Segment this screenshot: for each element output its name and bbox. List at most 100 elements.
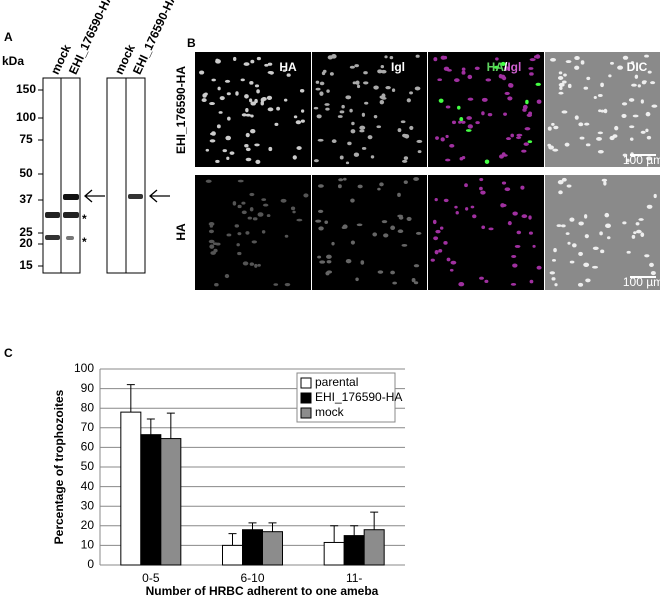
cell (631, 234, 636, 239)
scale-label: 100 µm (623, 153, 663, 167)
cell (227, 116, 231, 121)
cell (481, 97, 488, 102)
cell (645, 128, 649, 133)
cell (300, 109, 305, 113)
cell (316, 114, 322, 119)
cell (329, 72, 334, 76)
cell (467, 97, 474, 101)
cell (552, 148, 559, 152)
cell (439, 226, 444, 230)
cell (500, 61, 506, 67)
cell (326, 89, 330, 93)
cell (533, 55, 539, 59)
cell (454, 78, 460, 83)
cell (363, 81, 369, 85)
cell (459, 116, 464, 122)
marker-label: 15 (19, 258, 33, 272)
cell (342, 224, 348, 229)
cell (584, 214, 588, 219)
error-bar (370, 511, 379, 530)
cell (244, 143, 249, 148)
cell (445, 105, 451, 109)
marker-label: 37 (19, 192, 33, 206)
cell (465, 129, 472, 132)
cell (449, 144, 455, 148)
cell (606, 236, 611, 240)
cell (413, 177, 419, 181)
cell (504, 66, 509, 71)
cell (592, 246, 599, 250)
cell (440, 137, 445, 142)
cell (622, 153, 628, 157)
panel-label: B (187, 36, 196, 50)
cell (529, 58, 536, 62)
merge-label: HA/Igl (487, 60, 522, 74)
cell (499, 154, 504, 159)
band (45, 212, 60, 218)
asterisk: * (82, 212, 87, 226)
cell (511, 254, 517, 258)
cell (284, 234, 289, 238)
cell (261, 230, 266, 234)
cell (331, 241, 335, 246)
cell (296, 218, 303, 222)
cell (372, 232, 378, 237)
cell (236, 243, 240, 247)
cell (261, 198, 267, 202)
cell (276, 106, 281, 111)
cell (461, 120, 466, 124)
cell (215, 242, 221, 246)
legend-swatch (300, 407, 312, 419)
cell (331, 139, 337, 144)
cell (644, 54, 649, 58)
cell (567, 241, 571, 245)
cell (528, 215, 532, 220)
cell (252, 217, 258, 221)
bar (363, 529, 385, 566)
cell (315, 219, 322, 223)
cell (443, 198, 449, 203)
cell (295, 120, 302, 125)
cell (326, 254, 332, 259)
cell (415, 231, 422, 235)
cell (445, 134, 449, 138)
cell (324, 103, 330, 106)
cell (470, 205, 475, 209)
cell (461, 70, 466, 75)
cell (389, 55, 394, 60)
cell (256, 89, 260, 94)
cell (242, 261, 249, 266)
arrows (84, 189, 170, 203)
merge-part: Igl (507, 60, 521, 74)
cell (390, 270, 395, 275)
cell (501, 181, 507, 185)
cell (211, 131, 216, 136)
cell (551, 122, 555, 126)
cell (553, 248, 557, 253)
cell (266, 95, 273, 100)
bar (262, 531, 283, 566)
cell (255, 159, 261, 165)
cell (317, 184, 324, 188)
cell (251, 240, 257, 244)
cell (360, 260, 365, 265)
cell (290, 206, 296, 211)
band (63, 212, 79, 218)
cell (349, 65, 355, 69)
cell (361, 112, 366, 117)
legend-swatch (300, 392, 312, 404)
cell (503, 112, 507, 116)
cell (229, 151, 235, 155)
cell (457, 105, 461, 110)
row-label: EHI_176590-HA (174, 66, 188, 154)
cell (493, 65, 500, 69)
error-bar (166, 412, 175, 439)
cell (466, 116, 472, 120)
cell (524, 127, 531, 131)
cell (244, 94, 249, 99)
cell (572, 243, 577, 248)
cell (610, 61, 614, 65)
error-bar (248, 522, 257, 530)
legend-label: parental (315, 375, 358, 389)
cell (225, 135, 231, 141)
